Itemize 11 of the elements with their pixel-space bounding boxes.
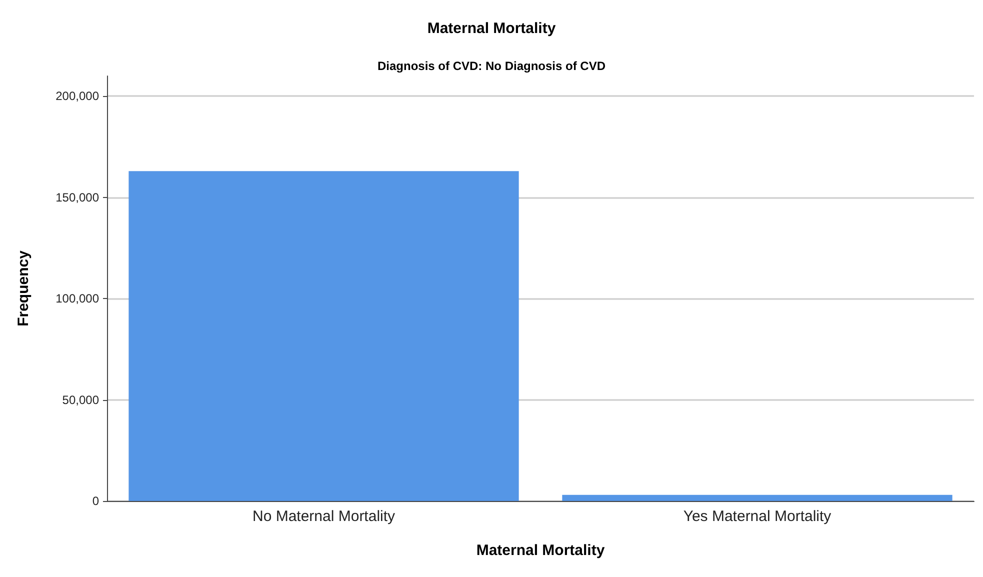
y-tick-label: 100,000 [56,292,100,306]
chart-title: Maternal Mortality [427,20,556,37]
x-axis-title: Maternal Mortality [476,542,606,559]
y-tick-label: 0 [92,494,100,508]
y-axis-title: Frequency [15,250,32,326]
y-tick-label: 50,000 [62,392,100,407]
x-tick-label: No Maternal Mortality [252,508,396,525]
chart-subtitle: Diagnosis of CVD: No Diagnosis of CVD [377,59,606,73]
y-tick-label: 200,000 [56,89,100,104]
x-tick-label: Yes Maternal Mortality [683,508,832,525]
y-tick-label: 150,000 [56,190,100,204]
